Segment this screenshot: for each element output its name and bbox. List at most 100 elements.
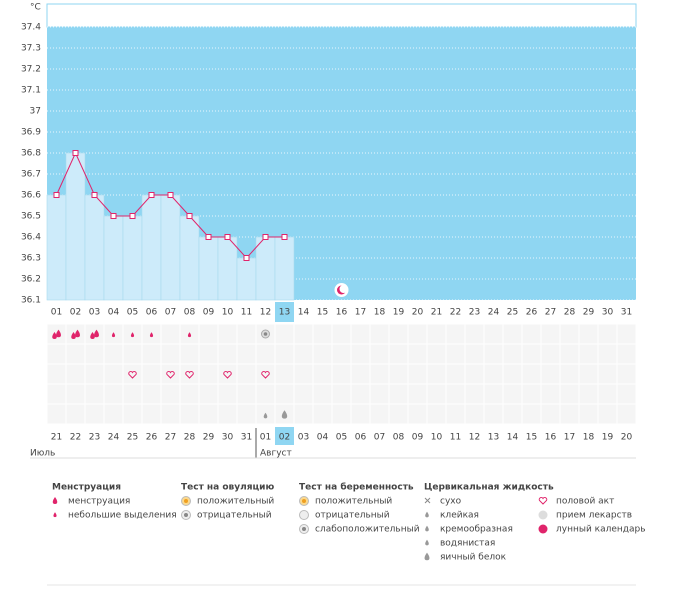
point xyxy=(224,234,231,240)
calendar-date: 22 xyxy=(70,433,81,443)
symptom-cell xyxy=(218,324,237,344)
symptom-cell xyxy=(484,384,503,404)
symptom-cell xyxy=(389,364,408,384)
symptom-cell xyxy=(465,324,484,344)
bar xyxy=(65,152,86,301)
legend-title: Цервикальная жидкость xyxy=(424,483,554,493)
symptom-cell xyxy=(123,364,142,384)
calendar-date: 20 xyxy=(621,433,633,443)
bar xyxy=(103,215,124,301)
symptom-cell xyxy=(294,344,313,364)
symptom-cell xyxy=(370,404,389,424)
symptom-cell xyxy=(465,344,484,364)
month-label: Июль xyxy=(30,449,55,459)
point xyxy=(110,213,117,219)
symptom-cell xyxy=(142,344,161,364)
legend-item: водянистая xyxy=(440,539,495,549)
symptom-cell xyxy=(541,344,560,364)
symptom-cell xyxy=(579,384,598,404)
y-tick-label: 37.2 xyxy=(21,65,41,75)
calendar-date: 14 xyxy=(507,433,519,443)
drop-icon xyxy=(425,525,429,532)
bar xyxy=(141,194,162,301)
symptom-cell xyxy=(180,384,199,404)
x-tick-label: 31 xyxy=(621,308,632,318)
symptom-cell xyxy=(351,364,370,384)
legend-item: кремообразная xyxy=(440,525,513,535)
symptom-cell xyxy=(104,404,123,424)
today-date-bg xyxy=(275,427,294,445)
symptom-cell xyxy=(294,384,313,404)
month-label: Август xyxy=(260,449,292,459)
symptom-cell xyxy=(541,364,560,384)
x-tick-label: 30 xyxy=(602,308,614,318)
symptom-cell xyxy=(142,364,161,384)
point xyxy=(186,213,193,219)
symptom-cell xyxy=(408,324,427,344)
symptom-cell xyxy=(313,364,332,384)
symptom-cell xyxy=(237,404,256,424)
symptom-cell xyxy=(123,404,142,424)
bar xyxy=(255,236,276,301)
calendar-date: 09 xyxy=(412,433,424,443)
symptom-cell xyxy=(503,404,522,424)
symptom-cell xyxy=(484,344,503,364)
symptom-cell xyxy=(560,384,579,404)
y-tick-label: 37.4 xyxy=(21,23,41,33)
calendar-date: 11 xyxy=(450,433,461,443)
calendar-date: 28 xyxy=(184,433,196,443)
x-tick-label: 27 xyxy=(545,308,556,318)
symptom-cell xyxy=(446,344,465,364)
symptom-cell xyxy=(579,404,598,424)
heart-icon xyxy=(261,371,270,379)
x-tick-label: 17 xyxy=(355,308,366,318)
drop-icon xyxy=(149,332,154,338)
symptom-cell xyxy=(218,404,237,424)
point xyxy=(53,192,60,198)
point xyxy=(72,150,79,156)
x-tick-label: 09 xyxy=(203,308,215,318)
heart-icon xyxy=(185,371,194,379)
x-tick-label: 21 xyxy=(431,308,442,318)
symptom-cell xyxy=(389,404,408,424)
point xyxy=(148,192,155,198)
point xyxy=(167,192,174,198)
symptom-cell xyxy=(104,364,123,384)
symptom-cell xyxy=(47,384,66,404)
symptom-cell xyxy=(427,324,446,344)
symptom-cell xyxy=(85,364,104,384)
symptom-cell xyxy=(142,384,161,404)
symptom-cell xyxy=(598,324,617,344)
symptom-cell xyxy=(617,404,636,424)
symptom-cell xyxy=(465,384,484,404)
drop-icon xyxy=(75,329,80,338)
heart-icon xyxy=(128,371,137,379)
symptom-cell xyxy=(522,344,541,364)
legend-item: половой акт xyxy=(556,497,614,507)
y-tick-label: 37.1 xyxy=(21,86,41,96)
y-tick-label: 36.4 xyxy=(21,233,41,243)
symptom-cell xyxy=(123,384,142,404)
symptom-cell xyxy=(294,404,313,424)
bar xyxy=(122,215,143,301)
calendar-date: 01 xyxy=(260,433,271,443)
symptom-cell xyxy=(560,364,579,384)
symptom-cell xyxy=(161,364,180,384)
calendar-date: 30 xyxy=(222,433,234,443)
point xyxy=(129,213,136,219)
symptom-cell xyxy=(332,384,351,404)
calendar-date: 08 xyxy=(393,433,405,443)
legend-item: отрицательный xyxy=(315,511,390,521)
symptom-cell xyxy=(408,344,427,364)
bar xyxy=(179,215,200,301)
symptom-cell xyxy=(446,364,465,384)
symptom-cell xyxy=(66,364,85,384)
y-tick-label: 36.1 xyxy=(21,296,41,306)
symptom-cell xyxy=(522,364,541,384)
y-tick-label: 36.8 xyxy=(21,149,41,159)
symptom-cell xyxy=(313,324,332,344)
drop-icon xyxy=(52,332,57,339)
symptom-cell xyxy=(256,344,275,364)
legend-item: положительный xyxy=(197,497,274,507)
x-tick-label: 04 xyxy=(108,308,120,318)
